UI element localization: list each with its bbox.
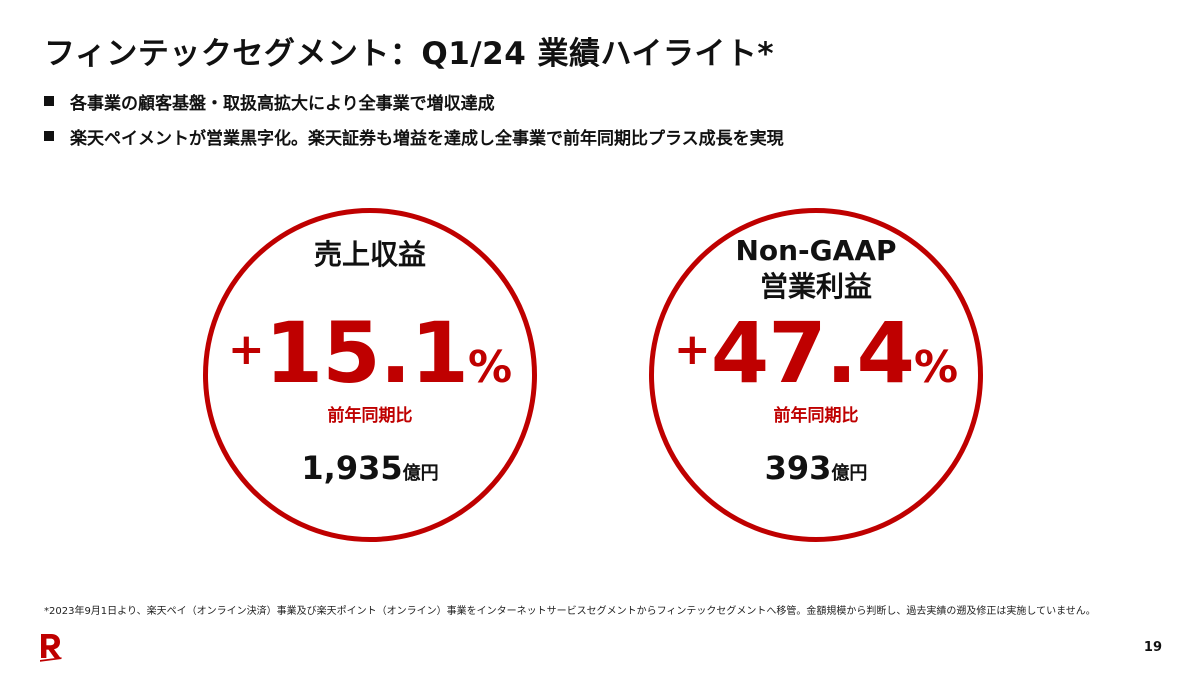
amount-value: 393 [764,449,832,487]
growth-percent: % [914,342,959,393]
growth-value: 47.4 [710,304,915,402]
footnote: *2023年9月1日より、楽天ペイ（オンライン決済）事業及び楽天ポイント（オンラ… [44,606,1096,617]
operating-income-metric-circle: Non-GAAP 営業利益 +47.4% 前年同期比 393億円 [649,208,983,542]
amount-unit: 億円 [402,463,439,484]
growth-sign: + [227,324,265,375]
amount: 1,935億円 [208,449,532,487]
page-title: フィンテックセグメント：Q1/24 業績ハイライト* [44,36,775,72]
growth-sign: + [673,324,711,375]
bullet-list: 各事業の顧客基盤・取扱高拡大により全事業で増収達成 楽天ペイメントが営業黒字化。… [44,90,784,160]
bullet-item: 楽天ペイメントが営業黒字化。楽天証券も増益を達成し全事業で前年同期比プラス成長を… [44,125,784,149]
yoy-label: 前年同期比 [327,406,413,426]
amount: 393億円 [654,449,978,487]
metric-label-line: Non-GAAP [735,234,897,267]
square-bullet-icon [44,96,54,106]
square-bullet-icon [44,131,54,141]
bullet-item: 各事業の顧客基盤・取扱高拡大により全事業で増収達成 [44,90,784,114]
metric-label-line: 売上収益 [313,238,426,271]
amount-unit: 億円 [831,463,868,484]
growth-rate: +47.4% [654,311,978,395]
growth-rate: +15.1% [208,311,532,395]
metric-label-line: 営業利益 [759,270,872,303]
rakuten-logo-icon [40,634,62,662]
amount-value: 1,935 [301,449,403,487]
page-number: 19 [1143,640,1162,655]
growth-value: 15.1 [264,304,469,402]
metric-label: 売上収益 [208,237,532,273]
bullet-text: 各事業の顧客基盤・取扱高拡大により全事業で増収達成 [70,93,495,114]
revenue-metric-circle: 売上収益 +15.1% 前年同期比 1,935億円 [203,208,537,542]
yoy-label: 前年同期比 [773,406,859,426]
metric-label: Non-GAAP 営業利益 [654,233,978,305]
growth-percent: % [468,342,513,393]
bullet-text: 楽天ペイメントが営業黒字化。楽天証券も増益を達成し全事業で前年同期比プラス成長を… [70,128,784,149]
